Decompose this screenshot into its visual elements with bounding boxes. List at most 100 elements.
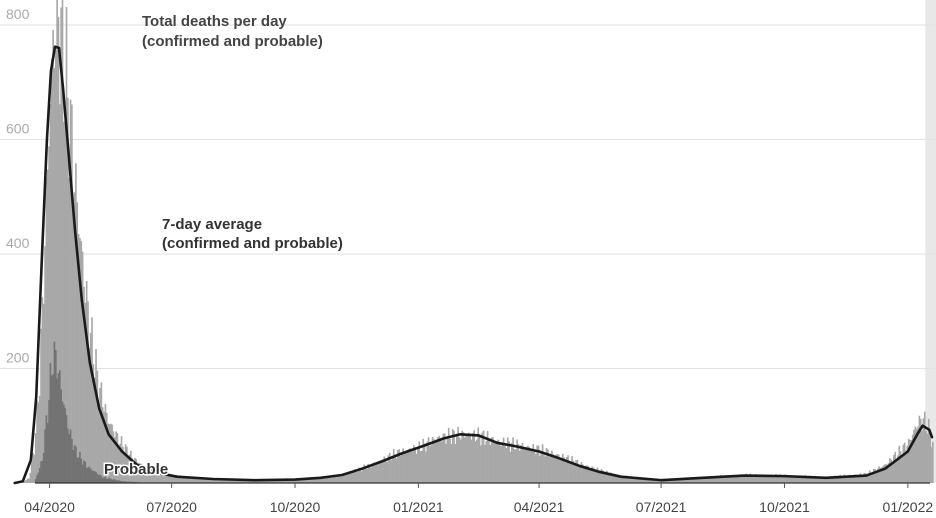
bar-total-deaths <box>382 461 384 483</box>
bar-total-deaths <box>898 445 901 483</box>
bar-total-deaths <box>225 479 227 483</box>
bar-total-deaths <box>418 441 421 483</box>
bar-total-deaths <box>654 479 657 483</box>
bar-total-deaths <box>30 461 33 483</box>
bar-total-deaths <box>474 441 477 483</box>
bar-total-deaths <box>725 475 728 483</box>
bar-total-deaths <box>540 451 543 483</box>
bar-probable-deaths <box>75 446 77 483</box>
bar-total-deaths <box>690 477 693 483</box>
bar-probable-deaths <box>91 470 93 483</box>
bar-total-deaths <box>552 454 555 483</box>
bar-total-deaths <box>508 441 510 483</box>
bar-total-deaths <box>288 479 290 483</box>
bar-total-deaths <box>101 407 104 483</box>
bar-total-deaths <box>905 450 907 483</box>
bar-total-deaths <box>292 479 294 483</box>
bar-total-deaths <box>344 474 347 483</box>
bar-total-deaths <box>366 469 368 483</box>
bar-total-deaths <box>280 480 282 483</box>
bar-total-deaths <box>264 479 266 483</box>
bar-total-deaths <box>438 435 441 483</box>
bar-total-deaths <box>430 444 433 483</box>
bar-total-deaths <box>914 426 917 483</box>
bar-total-deaths <box>561 453 564 483</box>
bar-total-deaths <box>26 478 29 483</box>
bar-total-deaths <box>891 462 894 483</box>
bar-probable-deaths <box>100 475 103 483</box>
bar-total-deaths <box>623 477 626 483</box>
bar-total-deaths <box>119 443 121 483</box>
bar-total-deaths <box>808 475 811 483</box>
bar-total-deaths <box>768 475 771 483</box>
bar-total-deaths <box>576 460 579 483</box>
bar-total-deaths <box>843 474 846 483</box>
bar-total-deaths <box>536 445 539 483</box>
bar-total-deaths <box>848 474 851 483</box>
bar-total-deaths <box>340 475 343 483</box>
bar-total-deaths <box>537 445 540 483</box>
bar-total-deaths <box>24 480 26 483</box>
bar-total-deaths <box>753 474 756 483</box>
bar-total-deaths <box>189 476 191 483</box>
bar-probable-deaths <box>40 461 42 483</box>
bar-total-deaths <box>673 479 675 483</box>
bar-total-deaths <box>704 477 706 483</box>
bar-total-deaths <box>493 442 496 483</box>
bar-total-deaths <box>742 476 745 483</box>
bar-total-deaths <box>860 474 863 483</box>
bar-total-deaths <box>25 480 28 483</box>
bar-total-deaths <box>687 479 690 483</box>
bar-total-deaths <box>304 478 307 483</box>
bar-total-deaths <box>434 442 437 483</box>
bar-total-deaths <box>172 476 175 483</box>
bar-total-deaths <box>130 451 132 483</box>
bar-total-deaths <box>844 475 847 483</box>
bar-total-deaths <box>871 472 874 483</box>
bar-total-deaths <box>670 479 673 483</box>
bar-total-deaths <box>325 477 328 483</box>
bar-total-deaths <box>105 412 108 483</box>
bar-total-deaths <box>510 443 513 483</box>
bar-total-deaths <box>882 465 884 483</box>
bar-total-deaths <box>364 468 367 483</box>
bar-total-deaths <box>555 454 557 483</box>
bar-total-deaths <box>722 477 725 483</box>
bar-total-deaths <box>450 443 453 483</box>
bar-total-deaths <box>608 473 611 483</box>
bar-total-deaths <box>218 478 221 483</box>
bar-total-deaths <box>911 434 914 483</box>
x-tick-label-01/2022: 01/2022 <box>883 499 934 515</box>
bar-total-deaths <box>359 467 362 483</box>
bar-total-deaths <box>447 427 450 483</box>
bar-total-deaths <box>923 411 926 483</box>
bar-total-deaths <box>84 302 87 483</box>
bar-total-deaths <box>321 478 324 483</box>
bar-total-deaths <box>252 480 254 483</box>
bar-total-deaths <box>422 438 425 483</box>
bar-total-deaths <box>89 332 92 483</box>
bar-total-deaths <box>211 479 214 483</box>
bar-total-deaths <box>312 478 315 483</box>
bar-total-deaths <box>706 476 709 483</box>
bar-total-deaths <box>37 402 40 483</box>
bar-total-deaths <box>683 479 686 483</box>
bar-total-deaths <box>592 467 595 483</box>
bar-total-deaths <box>42 303 45 483</box>
bar-total-deaths <box>595 469 598 483</box>
bar-total-deaths <box>296 479 298 483</box>
bar-total-deaths <box>761 475 764 483</box>
bar-total-deaths <box>132 461 135 483</box>
bar-total-deaths <box>316 478 319 483</box>
bar-total-deaths <box>738 475 741 483</box>
bar-total-deaths <box>396 450 399 483</box>
bar-total-deaths <box>764 475 766 483</box>
bar-probable-deaths <box>36 475 38 483</box>
bar-total-deaths <box>666 479 669 483</box>
bar-total-deaths <box>311 479 313 483</box>
bar-probable-deaths <box>84 461 87 483</box>
bar-total-deaths <box>256 480 258 483</box>
bar-total-deaths <box>469 435 471 483</box>
bar-total-deaths <box>409 448 411 483</box>
bar-total-deaths <box>433 439 435 483</box>
